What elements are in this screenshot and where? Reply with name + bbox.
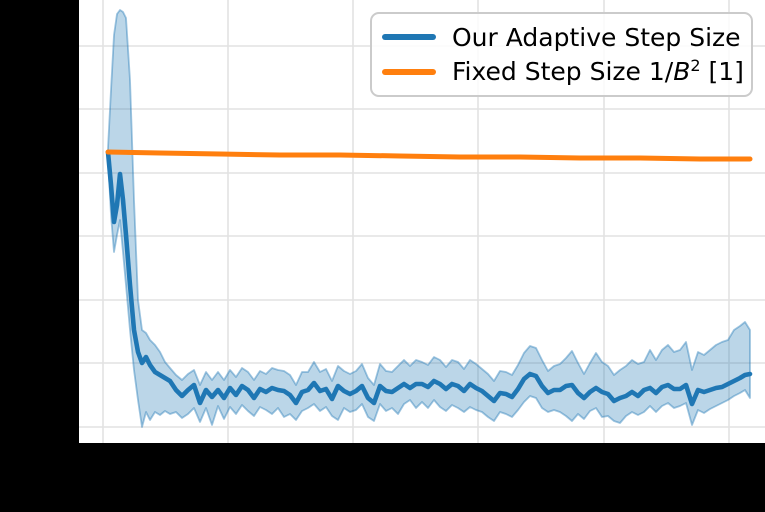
legend-line-sample-blue: [382, 34, 436, 41]
legend-label-fixed: Fixed Step Size 1/B2 [1]: [452, 55, 744, 86]
legend-label-adaptive: Our Adaptive Step Size: [452, 22, 741, 52]
legend: Our Adaptive Step Size Fixed Step Size 1…: [370, 12, 753, 97]
legend-entry-fixed: Fixed Step Size 1/B2 [1]: [382, 55, 744, 86]
plot-area: Our Adaptive Step Size Fixed Step Size 1…: [79, 0, 765, 443]
legend-entry-adaptive: Our Adaptive Step Size: [382, 22, 741, 52]
legend-line-sample-orange: [382, 68, 436, 75]
